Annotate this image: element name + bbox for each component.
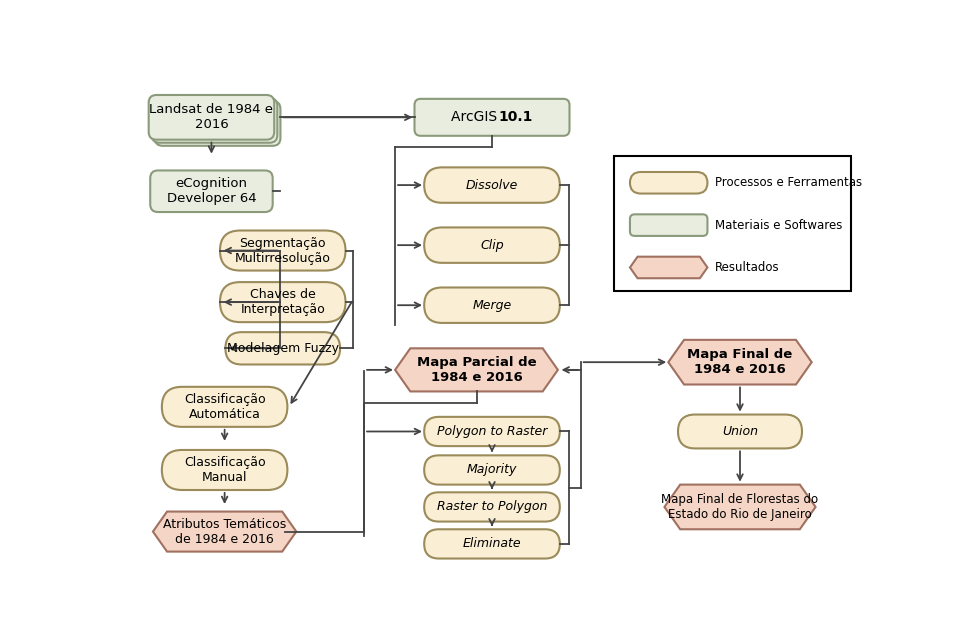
FancyBboxPatch shape xyxy=(415,99,569,136)
Text: Classificação
Automática: Classificação Automática xyxy=(183,393,265,421)
Text: Majority: Majority xyxy=(467,464,517,477)
Polygon shape xyxy=(396,348,558,392)
Text: eCognition
Developer 64: eCognition Developer 64 xyxy=(167,177,256,205)
FancyBboxPatch shape xyxy=(220,282,346,322)
FancyBboxPatch shape xyxy=(614,156,851,290)
Text: Mapa Final de
1984 e 2016: Mapa Final de 1984 e 2016 xyxy=(687,348,793,376)
FancyBboxPatch shape xyxy=(155,101,280,146)
Text: Chaves de
Interpretação: Chaves de Interpretação xyxy=(240,288,325,316)
FancyBboxPatch shape xyxy=(226,332,340,365)
Text: Clip: Clip xyxy=(480,239,504,252)
Text: Merge: Merge xyxy=(472,299,512,312)
Text: ArcGIS: ArcGIS xyxy=(451,110,502,124)
FancyBboxPatch shape xyxy=(424,287,560,323)
FancyBboxPatch shape xyxy=(630,214,708,236)
Polygon shape xyxy=(668,340,812,384)
FancyBboxPatch shape xyxy=(424,227,560,263)
Text: Modelagem Fuzzy: Modelagem Fuzzy xyxy=(227,342,339,355)
FancyBboxPatch shape xyxy=(424,455,560,484)
Text: Classificação
Manual: Classificação Manual xyxy=(183,456,265,484)
FancyBboxPatch shape xyxy=(150,171,273,212)
FancyBboxPatch shape xyxy=(678,415,802,448)
FancyBboxPatch shape xyxy=(149,95,275,140)
FancyBboxPatch shape xyxy=(152,98,277,143)
Text: Eliminate: Eliminate xyxy=(463,537,521,551)
Polygon shape xyxy=(664,484,816,529)
Text: Mapa Parcial de
1984 e 2016: Mapa Parcial de 1984 e 2016 xyxy=(417,356,537,384)
Polygon shape xyxy=(153,511,297,552)
Text: Materiais e Softwares: Materiais e Softwares xyxy=(715,218,843,232)
FancyBboxPatch shape xyxy=(162,387,287,427)
FancyBboxPatch shape xyxy=(220,231,346,270)
FancyBboxPatch shape xyxy=(630,172,708,194)
Text: Resultados: Resultados xyxy=(715,261,780,274)
Text: Segmentação
Multirresolução: Segmentação Multirresolução xyxy=(235,236,330,265)
FancyBboxPatch shape xyxy=(424,529,560,558)
Text: Mapa Final de Florestas do
Estado do Rio de Janeiro: Mapa Final de Florestas do Estado do Rio… xyxy=(661,493,819,521)
Text: Landsat de 1984 e
2016: Landsat de 1984 e 2016 xyxy=(150,103,274,131)
FancyBboxPatch shape xyxy=(424,417,560,446)
Text: Raster to Polygon: Raster to Polygon xyxy=(437,500,547,513)
Text: Atributos Temáticos
de 1984 e 2016: Atributos Temáticos de 1984 e 2016 xyxy=(163,518,286,545)
Text: 10.1: 10.1 xyxy=(498,110,533,124)
Text: Dissolve: Dissolve xyxy=(466,178,518,191)
Text: Processos e Ferramentas: Processos e Ferramentas xyxy=(715,176,862,189)
FancyBboxPatch shape xyxy=(162,450,287,490)
Polygon shape xyxy=(630,257,708,278)
Text: Polygon to Raster: Polygon to Raster xyxy=(437,425,547,438)
Text: Union: Union xyxy=(722,425,758,438)
FancyBboxPatch shape xyxy=(424,492,560,522)
FancyBboxPatch shape xyxy=(424,167,560,203)
